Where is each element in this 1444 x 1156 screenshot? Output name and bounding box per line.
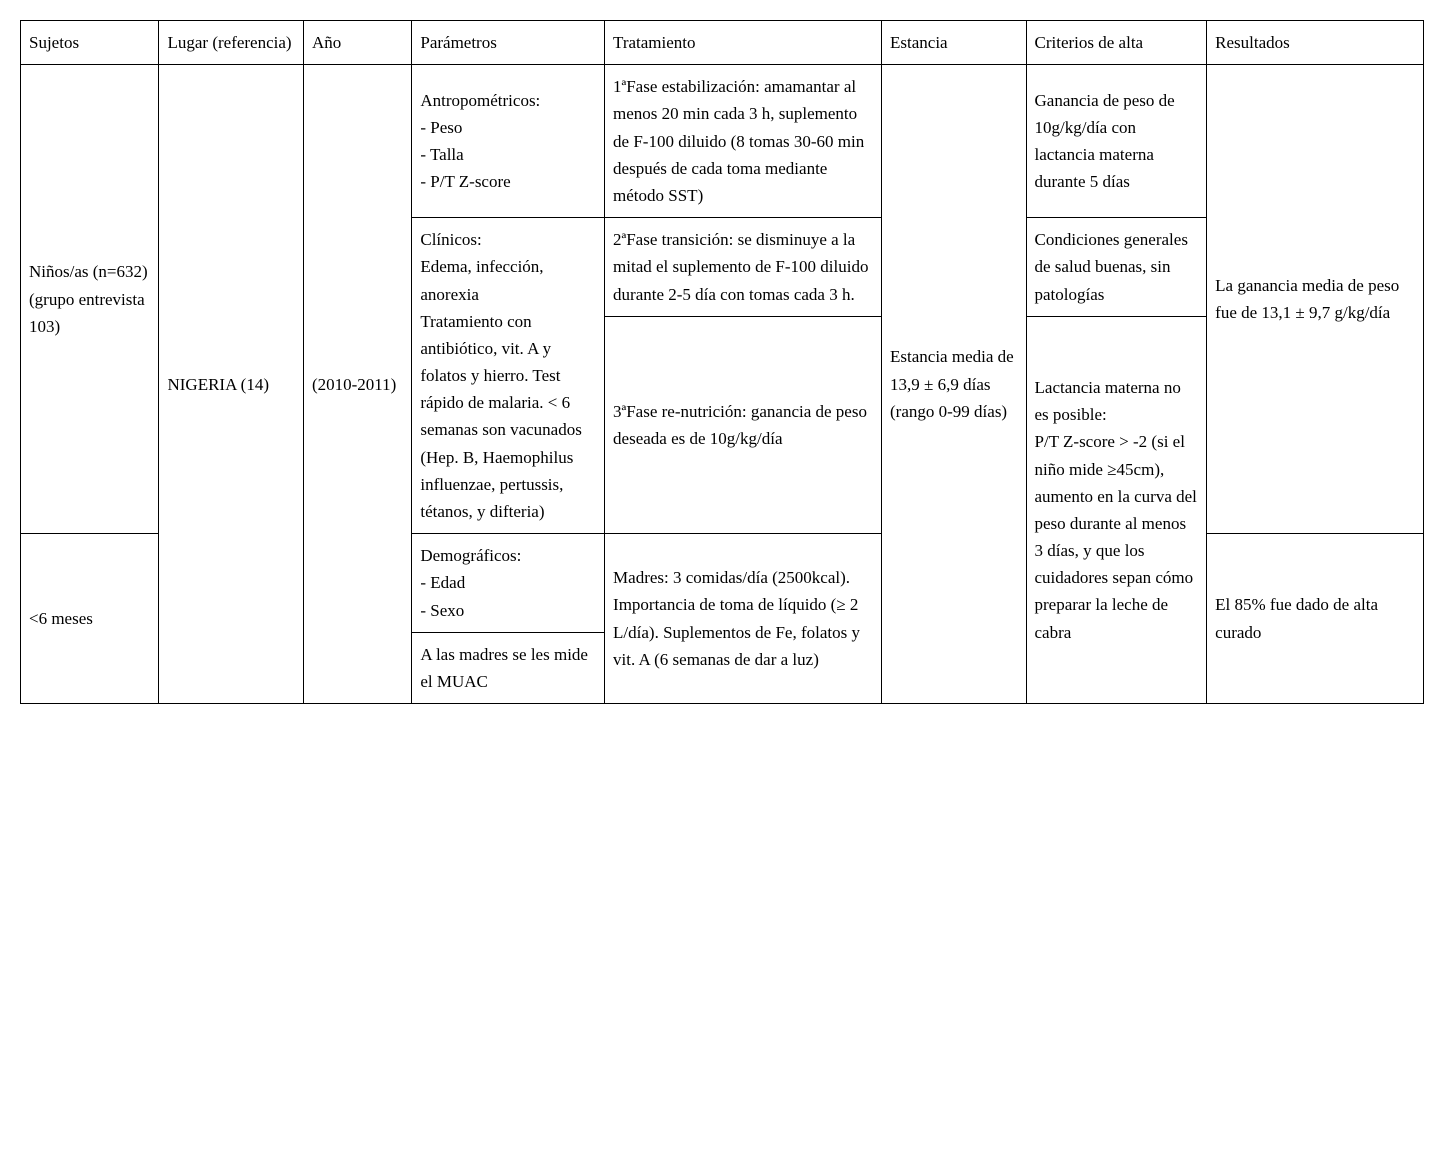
cell-sujetos-1: Niños/as (n=632) (grupo entrevista 103): [21, 65, 159, 534]
header-sujetos: Sujetos: [21, 21, 159, 65]
cell-lugar: NIGERIA (14): [159, 65, 304, 704]
cell-parametros-1: Antropométricos:- Peso- Talla- P/T Z-sco…: [412, 65, 605, 218]
cell-criterios-1: Ganancia de peso de 10g/kg/día con lacta…: [1026, 65, 1207, 218]
header-ano: Año: [303, 21, 411, 65]
cell-parametros-4: A las madres se les mide el MUAC: [412, 632, 605, 703]
header-tratamiento: Tratamiento: [605, 21, 882, 65]
header-row: Sujetos Lugar (referencia) Año Parámetro…: [21, 21, 1424, 65]
header-parametros: Parámetros: [412, 21, 605, 65]
cell-resultados-1: La ganancia media de peso fue de 13,1 ± …: [1207, 65, 1424, 534]
data-table-wrapper: Sujetos Lugar (referencia) Año Parámetro…: [20, 20, 1424, 704]
header-estancia: Estancia: [882, 21, 1027, 65]
header-resultados: Resultados: [1207, 21, 1424, 65]
table-row: Niños/as (n=632) (grupo entrevista 103) …: [21, 65, 1424, 218]
cell-tratamiento-1: 1ªFase estabilización: amamantar al meno…: [605, 65, 882, 218]
cell-tratamiento-3: 3ªFase re-nutrición: ganancia de peso de…: [605, 316, 882, 534]
cell-sujetos-2: <6 meses: [21, 534, 159, 704]
data-table: Sujetos Lugar (referencia) Año Parámetro…: [20, 20, 1424, 704]
cell-parametros-3: Demográficos:- Edad- Sexo: [412, 534, 605, 633]
header-lugar: Lugar (referencia): [159, 21, 304, 65]
cell-resultados-2: El 85% fue dado de alta curado: [1207, 534, 1424, 704]
cell-tratamiento-4: Madres: 3 comidas/día (2500kcal). Import…: [605, 534, 882, 704]
cell-criterios-3: Lactancia materna no es posible:P/T Z-sc…: [1026, 316, 1207, 703]
cell-criterios-2: Condiciones generales de salud buenas, s…: [1026, 218, 1207, 317]
header-criterios: Criterios de alta: [1026, 21, 1207, 65]
cell-parametros-2: Clínicos:Edema, infección, anorexiaTrata…: [412, 218, 605, 534]
cell-ano: (2010-2011): [303, 65, 411, 704]
cell-tratamiento-2: 2ªFase transición: se disminuye a la mit…: [605, 218, 882, 317]
cell-estancia: Estancia media de 13,9 ± 6,9 días (rango…: [882, 65, 1027, 704]
